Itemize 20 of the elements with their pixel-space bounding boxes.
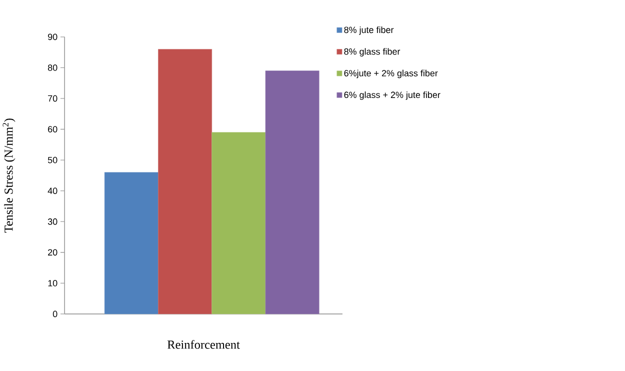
bar bbox=[212, 132, 266, 314]
bar bbox=[104, 172, 158, 314]
y-tick-label: 60 bbox=[48, 126, 58, 133]
legend-label: 6% glass + 2% jute fiber bbox=[344, 92, 440, 100]
y-tick-label: 40 bbox=[48, 188, 58, 194]
y-tick-label: 90 bbox=[48, 34, 58, 40]
bar bbox=[158, 49, 212, 314]
y-tick-label: 70 bbox=[48, 96, 58, 102]
y-axis-title: Tensile Stress (N/mm$^{2}$) bbox=[2, 118, 16, 233]
y-tick-label: 50 bbox=[48, 157, 58, 164]
y-tick-label: 30 bbox=[48, 218, 58, 226]
y-tick-label: 0 bbox=[52, 311, 58, 318]
legend-label: 6%jute + 2% glass fiber bbox=[344, 70, 438, 78]
legend-label: 8% jute fiber bbox=[344, 26, 394, 36]
x-axis-title: Reinforcement bbox=[167, 340, 240, 350]
y-tick-label: 10 bbox=[48, 280, 58, 287]
y-tick-label: 20 bbox=[48, 249, 58, 256]
legend-label: 8% glass fiber bbox=[344, 48, 400, 57]
y-tick-label: 80 bbox=[48, 64, 58, 72]
bar bbox=[265, 70, 320, 314]
